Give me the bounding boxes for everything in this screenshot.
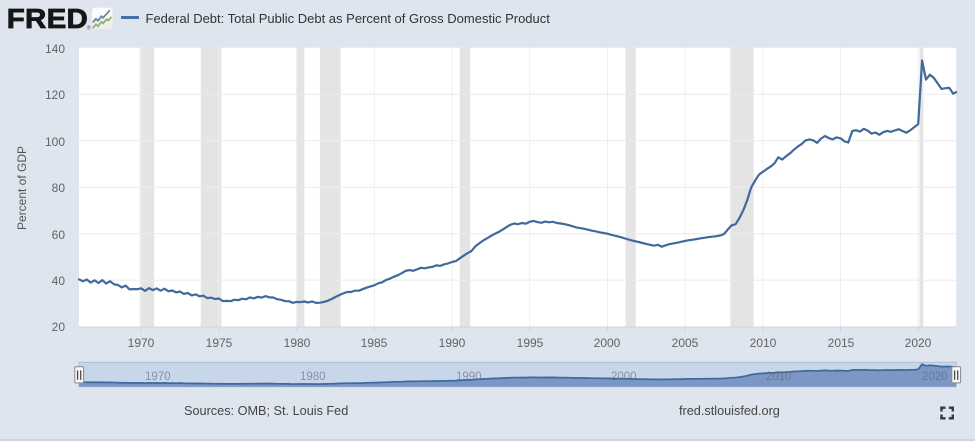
svg-text:®: ®	[87, 25, 91, 32]
svg-text:FRED: FRED	[7, 4, 88, 35]
